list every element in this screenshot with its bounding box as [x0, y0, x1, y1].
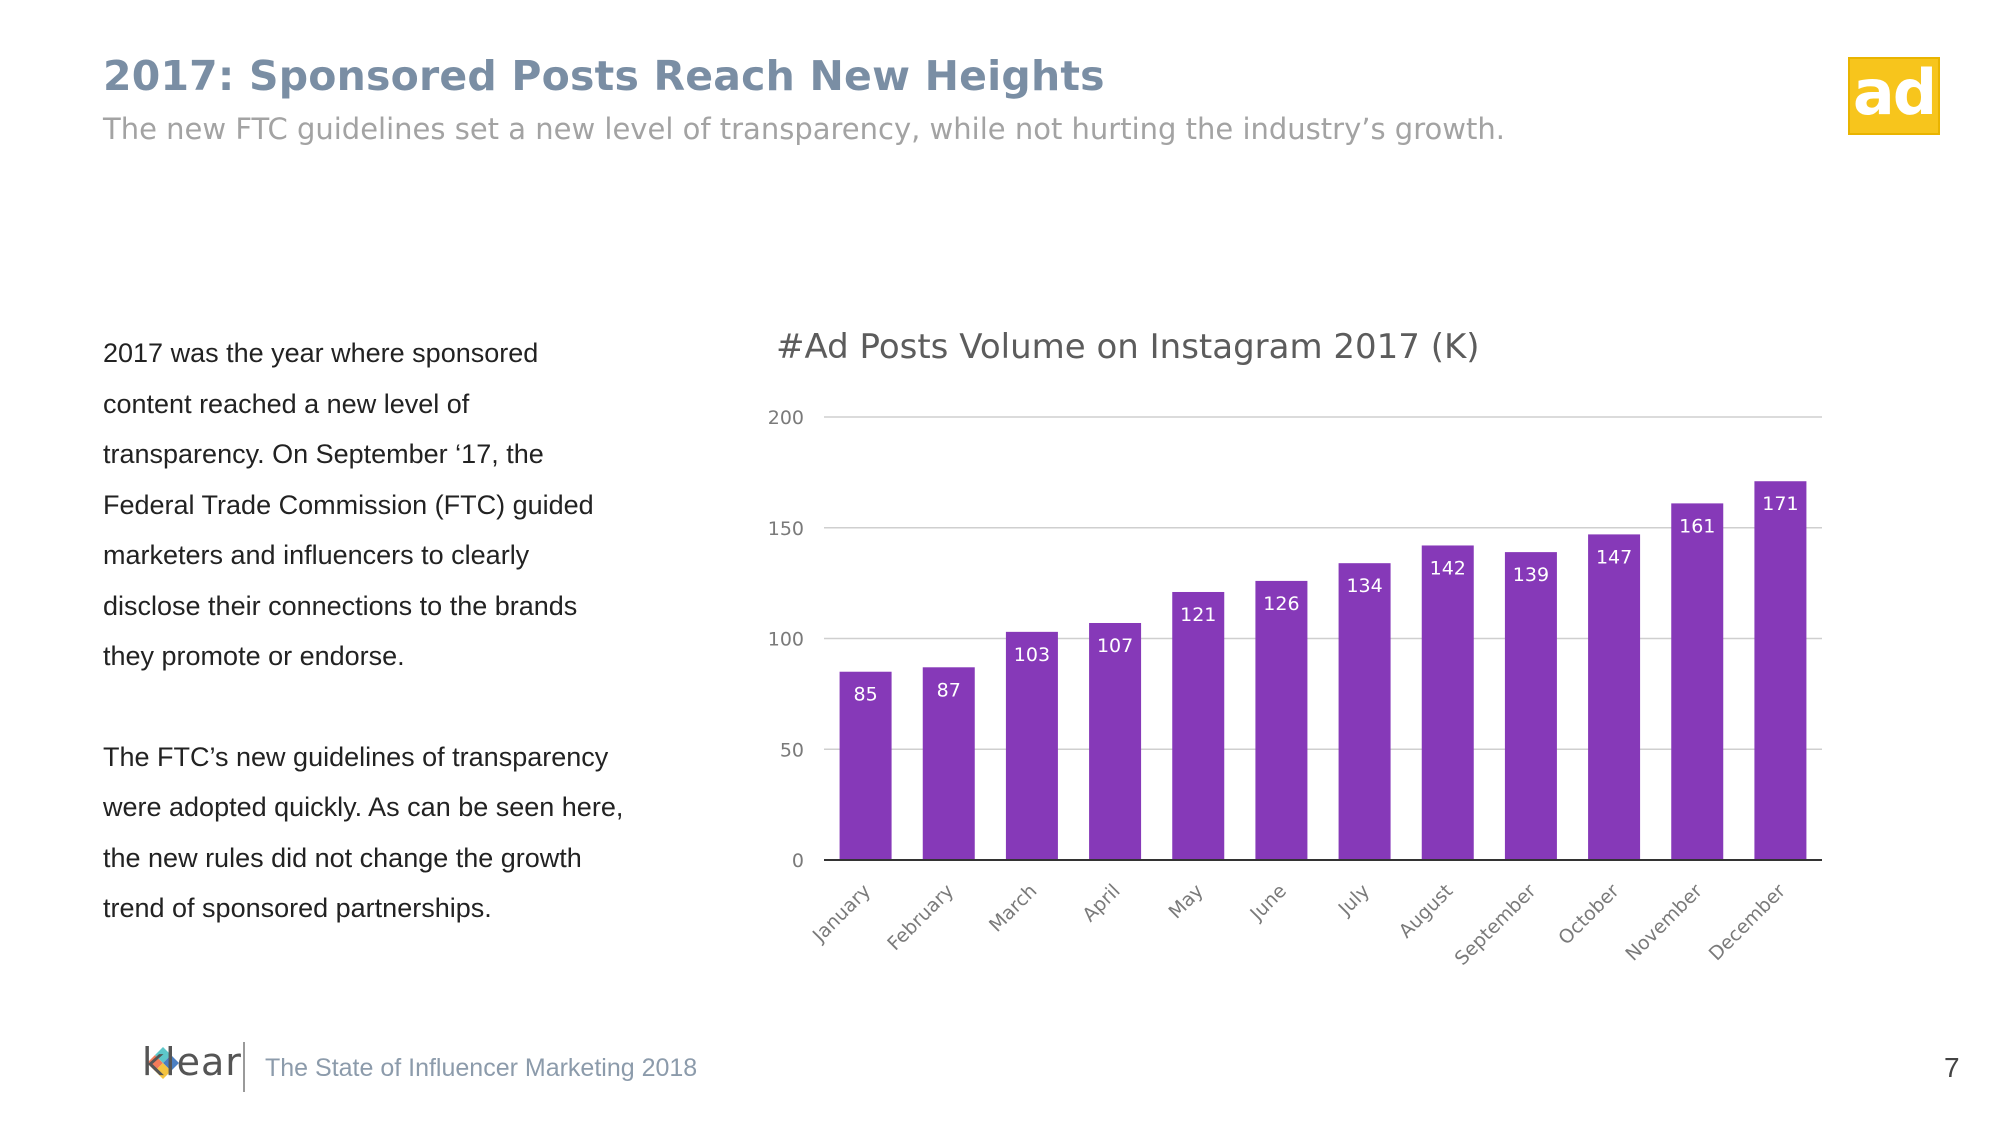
text-line: were adopted quickly. As can be seen her… [103, 792, 624, 822]
paragraph-2: The FTC’s new guidelines of transparency… [103, 732, 703, 934]
bar [1255, 580, 1308, 860]
y-tick-label: 200 [768, 407, 804, 429]
data-label: 126 [1263, 593, 1299, 615]
body-text: 2017 was the year where sponsored conten… [103, 328, 703, 984]
x-tick-label: July [1334, 880, 1374, 920]
footer-brand: klear [142, 1040, 242, 1084]
text-line: the new rules did not change the growth [103, 842, 582, 873]
paragraph-1: 2017 was the year where sponsored conten… [103, 328, 703, 682]
text-line: The FTC’s new guidelines of transparency [103, 741, 609, 772]
bar [1421, 545, 1474, 860]
footer-divider [243, 1042, 245, 1092]
x-tick-label: March [985, 880, 1042, 937]
y-tick-label: 50 [780, 739, 804, 761]
data-label: 147 [1596, 546, 1632, 568]
page-number: 7 [1944, 1052, 1960, 1083]
text-line: trend of sponsored partnerships. [103, 893, 492, 923]
x-tick-label: April [1078, 880, 1124, 926]
y-tick-label: 0 [792, 850, 804, 872]
x-tick-label: August [1395, 880, 1458, 943]
bar [1504, 552, 1557, 860]
bar [1588, 534, 1641, 860]
bar-chart: #Ad Posts Volume on Instagram 2017 (K) 0 5… [768, 327, 1822, 970]
data-label: 139 [1513, 564, 1549, 586]
text-line: 2017 was the year where sponsored [103, 338, 539, 368]
text-line: disclose their connections to the brands [103, 590, 578, 621]
text-line: content reached a new level of [103, 388, 470, 419]
ad-logo: ad [1848, 57, 1940, 135]
bar [1754, 481, 1807, 860]
x-tick-label: January [808, 880, 875, 947]
x-tick-label: May [1164, 880, 1207, 923]
page-subtitle: The new FTC guidelines set a new level o… [103, 112, 1505, 146]
text-line: marketers and influencers to clearly [103, 540, 530, 570]
chart-title: #Ad Posts Volume on Instagram 2017 (K) [776, 327, 1480, 367]
y-tick-label: 150 [768, 518, 804, 540]
ad-logo-text: ad [1852, 56, 1937, 129]
x-tick-label: December [1705, 880, 1790, 965]
footer-report-title: The State of Influencer Marketing 2018 [265, 1054, 698, 1082]
text-line: Federal Trade Commission (FTC) guided [103, 489, 594, 520]
text-line: they promote or endorse. [103, 641, 405, 671]
bar [1671, 503, 1724, 860]
x-tick-label: June [1245, 880, 1291, 926]
bar [1089, 622, 1142, 860]
data-label: 171 [1762, 493, 1798, 515]
x-tick-label: February [883, 880, 958, 955]
data-label: 85 [853, 684, 877, 706]
klear-logo-icon [147, 1047, 179, 1079]
page-title: 2017: Sponsored Posts Reach New Heights [103, 52, 1105, 100]
data-label: 142 [1430, 557, 1466, 579]
bar [922, 667, 975, 860]
x-tick-label: November [1621, 880, 1707, 966]
data-label: 107 [1097, 635, 1133, 657]
data-label: 134 [1346, 575, 1382, 597]
data-label: 121 [1180, 604, 1216, 626]
y-tick-label: 100 [768, 629, 804, 651]
text-line: transparency. On September ‘17, the [103, 439, 544, 469]
bar [1338, 563, 1391, 860]
data-label: 87 [937, 679, 961, 701]
data-label: 103 [1014, 644, 1050, 666]
x-tick-label: October [1554, 880, 1623, 949]
bar [1172, 591, 1225, 860]
x-tick-label: September [1451, 880, 1541, 970]
data-label: 161 [1679, 515, 1715, 537]
bar [839, 671, 892, 860]
bar [1005, 631, 1058, 860]
